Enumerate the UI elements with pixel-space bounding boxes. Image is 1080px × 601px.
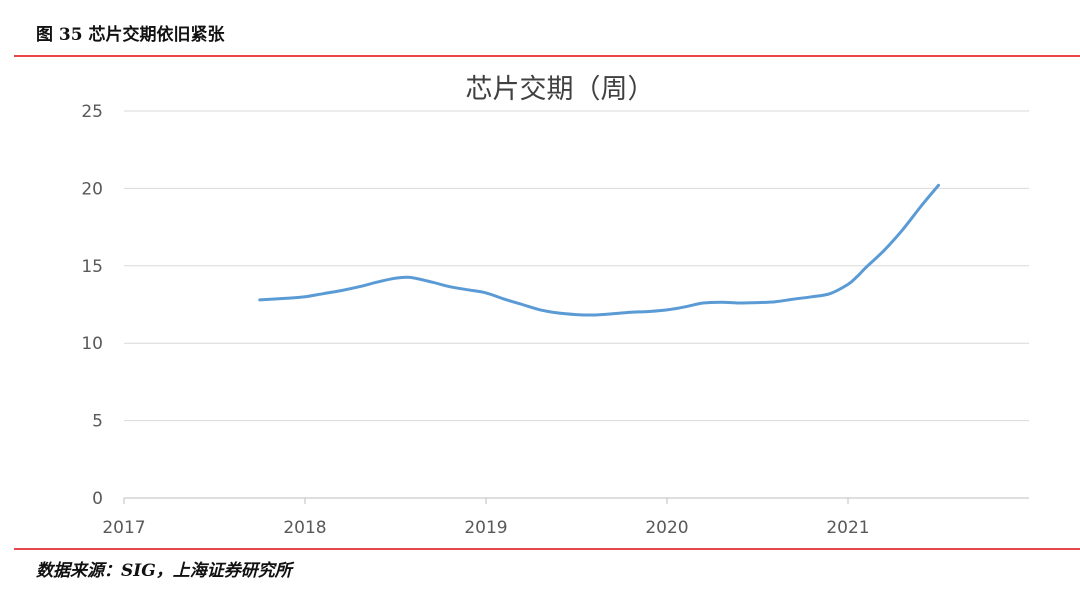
y-tick-label: 5 xyxy=(92,412,103,432)
x-tick-label: 2017 xyxy=(102,518,145,538)
y-tick-label: 10 xyxy=(81,334,103,354)
y-tick-label: 25 xyxy=(81,102,103,122)
line-chart: 芯片交期（周） 0 5 10 15 20 25 2017 2018 2019 2020 2021 xyxy=(81,74,1029,538)
y-tick-label: 0 xyxy=(92,489,103,509)
y-tick-label: 20 xyxy=(81,179,103,199)
figure-title: 图 35 芯片交期依旧紧张 xyxy=(36,25,225,45)
x-tick-label: 2018 xyxy=(283,518,326,538)
x-tick-label: 2020 xyxy=(645,518,688,538)
chart-title: 芯片交期（周） xyxy=(466,74,655,105)
x-tick-label: 2021 xyxy=(826,518,869,538)
x-tick-label: 2019 xyxy=(464,518,507,538)
source-note: 数据来源：SIG，上海证券研究所 xyxy=(36,561,292,581)
top-divider xyxy=(14,55,1080,57)
bottom-divider xyxy=(14,548,1080,550)
series-line xyxy=(258,183,940,317)
y-tick-label: 15 xyxy=(81,257,103,277)
